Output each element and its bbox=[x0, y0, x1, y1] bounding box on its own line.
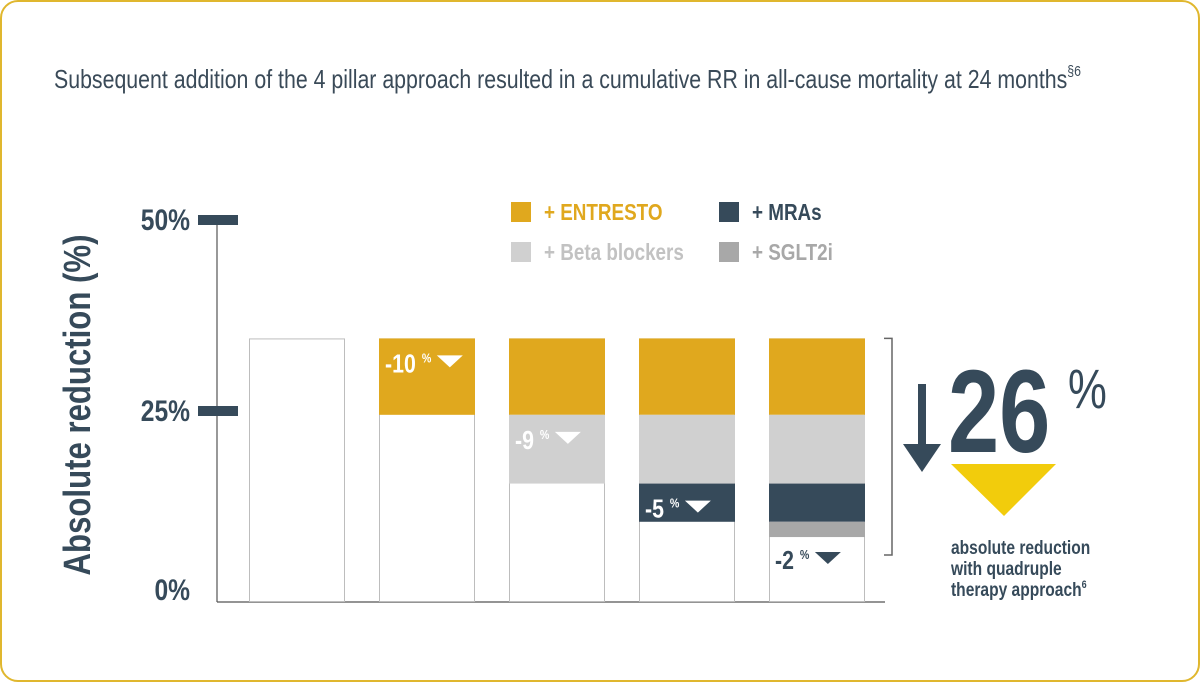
summary-caption-line: therapy approach bbox=[951, 579, 1082, 601]
bar-segment bbox=[379, 338, 475, 415]
summary-caption-superscript: 6 bbox=[1082, 579, 1087, 591]
bar-change-unit: % bbox=[800, 547, 810, 562]
bar-segment bbox=[769, 338, 865, 415]
legend-label: + SGLT2i bbox=[752, 240, 833, 265]
summary-caption-line: absolute reduction bbox=[951, 537, 1090, 559]
legend-swatch bbox=[719, 202, 739, 222]
bar-change-label: -5 bbox=[645, 495, 664, 525]
legend-swatch bbox=[719, 242, 739, 262]
chart-title-text: Subsequent addition of the 4 pillar appr… bbox=[54, 64, 1068, 94]
bar-segment bbox=[769, 483, 865, 522]
bar-change-unit: % bbox=[540, 427, 550, 442]
chart-title-superscript: §6 bbox=[1067, 63, 1081, 80]
bar-segment bbox=[509, 414, 605, 484]
bar-segment bbox=[639, 483, 735, 522]
bar-change-label: -2 bbox=[775, 546, 794, 576]
bar-segment bbox=[769, 414, 865, 484]
legend-swatch bbox=[511, 202, 531, 222]
legend-swatch bbox=[511, 242, 531, 262]
legend-label: + MRAs bbox=[752, 200, 822, 225]
bar-segment bbox=[639, 338, 735, 415]
down-triangle-icon bbox=[684, 500, 711, 513]
y-tick-label: 50% bbox=[141, 203, 190, 237]
y-tick-label: 0% bbox=[154, 573, 190, 607]
bar-segment bbox=[639, 414, 735, 484]
bar-segment bbox=[509, 338, 605, 415]
summary-value: 26 bbox=[948, 346, 1050, 478]
y-tick-mark bbox=[198, 215, 238, 225]
down-triangle-icon bbox=[436, 355, 463, 368]
bar-segment bbox=[769, 521, 865, 538]
bar-change-label: -9 bbox=[515, 426, 534, 456]
bar-change-unit: % bbox=[670, 496, 680, 511]
down-triangle-icon bbox=[814, 552, 841, 565]
down-arrow-shaft bbox=[918, 384, 926, 444]
legend-label: + Beta blockers bbox=[544, 240, 684, 265]
down-triangle-icon bbox=[554, 431, 581, 444]
chart-title: Subsequent addition of the 4 pillar appr… bbox=[54, 54, 1081, 97]
bar bbox=[249, 338, 345, 602]
legend-label: + ENTRESTO bbox=[544, 200, 663, 225]
bar-change-label: -10 bbox=[385, 349, 416, 379]
y-tick-mark bbox=[198, 406, 238, 416]
summary-bracket bbox=[884, 337, 893, 556]
y-axis-title: Absolute reduction (%) bbox=[57, 235, 99, 576]
down-arrow-icon bbox=[903, 444, 941, 472]
summary-unit: % bbox=[1068, 358, 1107, 420]
summary-down-triangle-icon bbox=[951, 464, 1056, 516]
bar-change-unit: % bbox=[422, 350, 432, 365]
summary-caption-line: with quadruple bbox=[950, 558, 1062, 580]
y-tick-label: 25% bbox=[141, 394, 190, 428]
